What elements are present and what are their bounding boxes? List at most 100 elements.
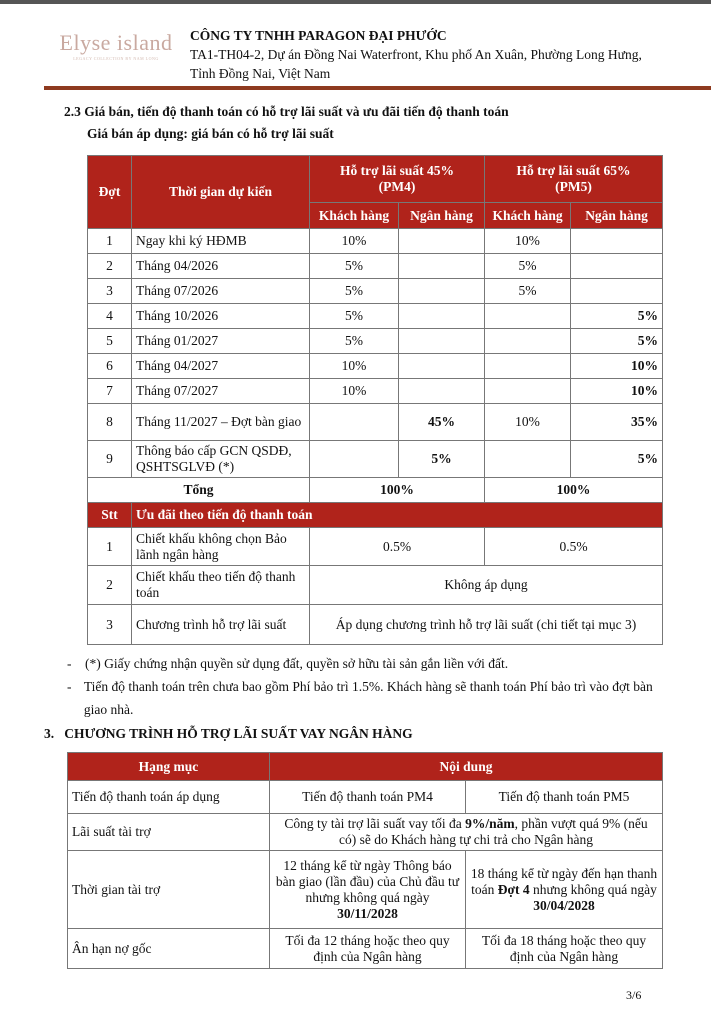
header-pm5: Hỗ trợ lãi suất 65% (PM5)	[484, 155, 664, 203]
schedule-row: 1 Ngay khi ký HĐMB 10% 10%	[87, 228, 664, 254]
viewer-top-bar	[0, 0, 711, 4]
cell-kh4: 10%	[309, 228, 399, 254]
total-label: Tổng	[87, 477, 310, 503]
cell-nh4: 45%	[397, 403, 486, 441]
cell-dot: 7	[87, 378, 132, 404]
cell-pm4: Tiến độ thanh toán PM4	[269, 780, 466, 814]
cell-nh4	[397, 303, 486, 329]
cell-kh4: 10%	[309, 378, 399, 404]
cell-kh4: 10%	[309, 353, 399, 379]
row-label: Ân hạn nợ gốc	[67, 928, 270, 969]
cell-kh5	[484, 353, 572, 379]
row-label: Lãi suất tài trợ	[67, 813, 270, 851]
cell-nh5: 35%	[570, 403, 664, 441]
incentive-name: Chương trình hỗ trợ lãi suất	[131, 604, 310, 645]
schedule-row: 7 Tháng 07/2027 10% 10%	[87, 378, 664, 404]
cell-nh4	[397, 378, 486, 404]
cell-kh4: 5%	[309, 278, 399, 304]
cell-nh5	[570, 253, 664, 279]
header-item: Hạng mục	[67, 752, 270, 781]
section-2-3-subtitle: Giá bán áp dụng: giá bán có hỗ trợ lãi s…	[87, 126, 334, 141]
row-label: Tiến độ thanh toán áp dụng	[67, 780, 270, 814]
table-row: Thời gian tài trợ 12 tháng kể từ ngày Th…	[67, 850, 663, 929]
header-stt: Stt	[87, 502, 132, 528]
cell-dot: 6	[87, 353, 132, 379]
cell-pm5: Tiến độ thanh toán PM5	[465, 780, 663, 814]
note: (*) Giấy chứng nhận quyền sử dụng đất, q…	[85, 656, 509, 671]
cell-time: Tháng 10/2026	[131, 303, 310, 329]
header-kh-pm4: Khách hàng	[309, 202, 399, 229]
header-divider	[44, 86, 711, 90]
cell-dot: 4	[87, 303, 132, 329]
cell-nh4	[397, 278, 486, 304]
incentive-value: Không áp dụng	[308, 565, 664, 605]
schedule-row: 3 Tháng 07/2026 5% 5%	[87, 278, 664, 304]
cell-nh4: 5%	[397, 440, 486, 478]
cell-kh5: 10%	[484, 403, 572, 441]
header-time: Thời gian dự kiến	[131, 155, 310, 229]
total-pm4: 100%	[308, 477, 486, 503]
cell-time: Ngay khi ký HĐMB	[131, 228, 310, 254]
cell-nh5: 5%	[570, 440, 664, 478]
schedule-row: 9 Thông báo cấp GCN QSDĐ, QSHTSGLVĐ (*) 5%…	[87, 440, 664, 478]
incentive-row: 1 Chiết khấu không chọn Bảo lãnh ngân hà…	[87, 527, 664, 566]
header-dot: Đợt	[87, 155, 132, 229]
section-3-title: 3. CHƯƠNG TRÌNH HỖ TRỢ LÃI SUẤT VAY NGÂN…	[44, 726, 413, 741]
cell-nh5: 10%	[570, 353, 664, 379]
elyse-island-logo: Elyse island LEGACY COLLECTION BY NAM LO…	[56, 30, 176, 61]
cell-kh5: 5%	[484, 253, 572, 279]
cell-time: Tháng 01/2027	[131, 328, 310, 354]
note: Tiến độ thanh toán trên chưa bao gồm Phí…	[83, 679, 653, 717]
incentive-name: Chiết khấu không chọn Bảo lãnh ngân hàng	[131, 527, 310, 566]
header-kh-pm5: Khách hàng	[484, 202, 572, 229]
cell-kh5	[484, 378, 572, 404]
incentive-pm5: 0.5%	[484, 527, 664, 566]
cell-nh5: 5%	[570, 303, 664, 329]
header-nh-pm5: Ngân hàng	[570, 202, 664, 229]
cell-kh5	[484, 328, 572, 354]
schedule-row: 6 Tháng 04/2027 10% 10%	[87, 353, 664, 379]
cell-nh5: 5%	[570, 328, 664, 354]
schedule-row: 2 Tháng 04/2026 5% 5%	[87, 253, 664, 279]
cell-kh5: 10%	[484, 228, 572, 254]
cell-dot: 1	[87, 228, 132, 254]
cell-kh4: 5%	[309, 253, 399, 279]
table-row: Lãi suất tài trợ Công ty tài trợ lãi suấ…	[67, 813, 663, 851]
cell-nh5: 10%	[570, 378, 664, 404]
table-row: Tiến độ thanh toán áp dụng Tiến độ thanh…	[67, 780, 663, 814]
cell-dot: 3	[87, 278, 132, 304]
cell-nh4	[397, 253, 486, 279]
header-content: Nội dung	[269, 752, 663, 781]
cell-kh4: 5%	[309, 328, 399, 354]
incentive-name: Chiết khấu theo tiến độ thanh toán	[131, 565, 310, 605]
logo-subtext: LEGACY COLLECTION BY NAM LONG	[73, 56, 159, 61]
cell-time: Tháng 04/2026	[131, 253, 310, 279]
cell-pm5: Tối đa 18 tháng hoặc theo quy định của N…	[465, 928, 663, 969]
header-incentive: Ưu đãi theo tiến độ thanh toán	[130, 502, 664, 528]
cell-time: Thông báo cấp GCN QSDĐ, QSHTSGLVĐ (*)	[131, 440, 310, 478]
cell-time: Tháng 07/2027	[131, 378, 310, 404]
table-row: Ân hạn nợ gốc Tối đa 12 tháng hoặc theo …	[67, 928, 663, 969]
company-header: CÔNG TY TNHH PARAGON ĐẠI PHƯỚC TA1-TH04-…	[190, 26, 660, 83]
interest-support-table: Hạng mục Nội dung Tiến độ thanh toán áp …	[67, 752, 663, 969]
cell-pm4: Tối đa 12 tháng hoặc theo quy định của N…	[269, 928, 466, 969]
schedule-row: 8 Tháng 11/2027 – Đợt bàn giao 45% 10% 35%	[87, 403, 664, 441]
header-nh-pm4: Ngân hàng	[397, 202, 486, 229]
incentive-row: 2 Chiết khấu theo tiến độ thanh toán Khô…	[87, 565, 664, 605]
payment-schedule-table: Đợt Thời gian dự kiến Hỗ trợ lãi suất 45…	[87, 155, 664, 645]
header-pm4: Hỗ trợ lãi suất 45% (PM4)	[308, 155, 486, 203]
cell-kh5: 5%	[484, 278, 572, 304]
cell-nh5	[570, 228, 664, 254]
page-number: 3/6	[626, 988, 642, 1002]
cell-kh5	[484, 303, 572, 329]
incentive-stt: 1	[87, 527, 132, 566]
schedule-row: 4 Tháng 10/2026 5% 5%	[87, 303, 664, 329]
cell-pm4: 12 tháng kể từ ngày Thông báo bàn giao (…	[269, 850, 466, 929]
cell-kh5	[484, 440, 572, 478]
total-pm5: 100%	[484, 477, 664, 503]
cell-dot: 5	[87, 328, 132, 354]
incentive-pm4: 0.5%	[308, 527, 486, 566]
cell-nh4	[397, 353, 486, 379]
section-2-3-title: 2.3 Giá bán, tiến độ thanh toán có hỗ tr…	[64, 104, 509, 119]
cell-nh4	[397, 228, 486, 254]
